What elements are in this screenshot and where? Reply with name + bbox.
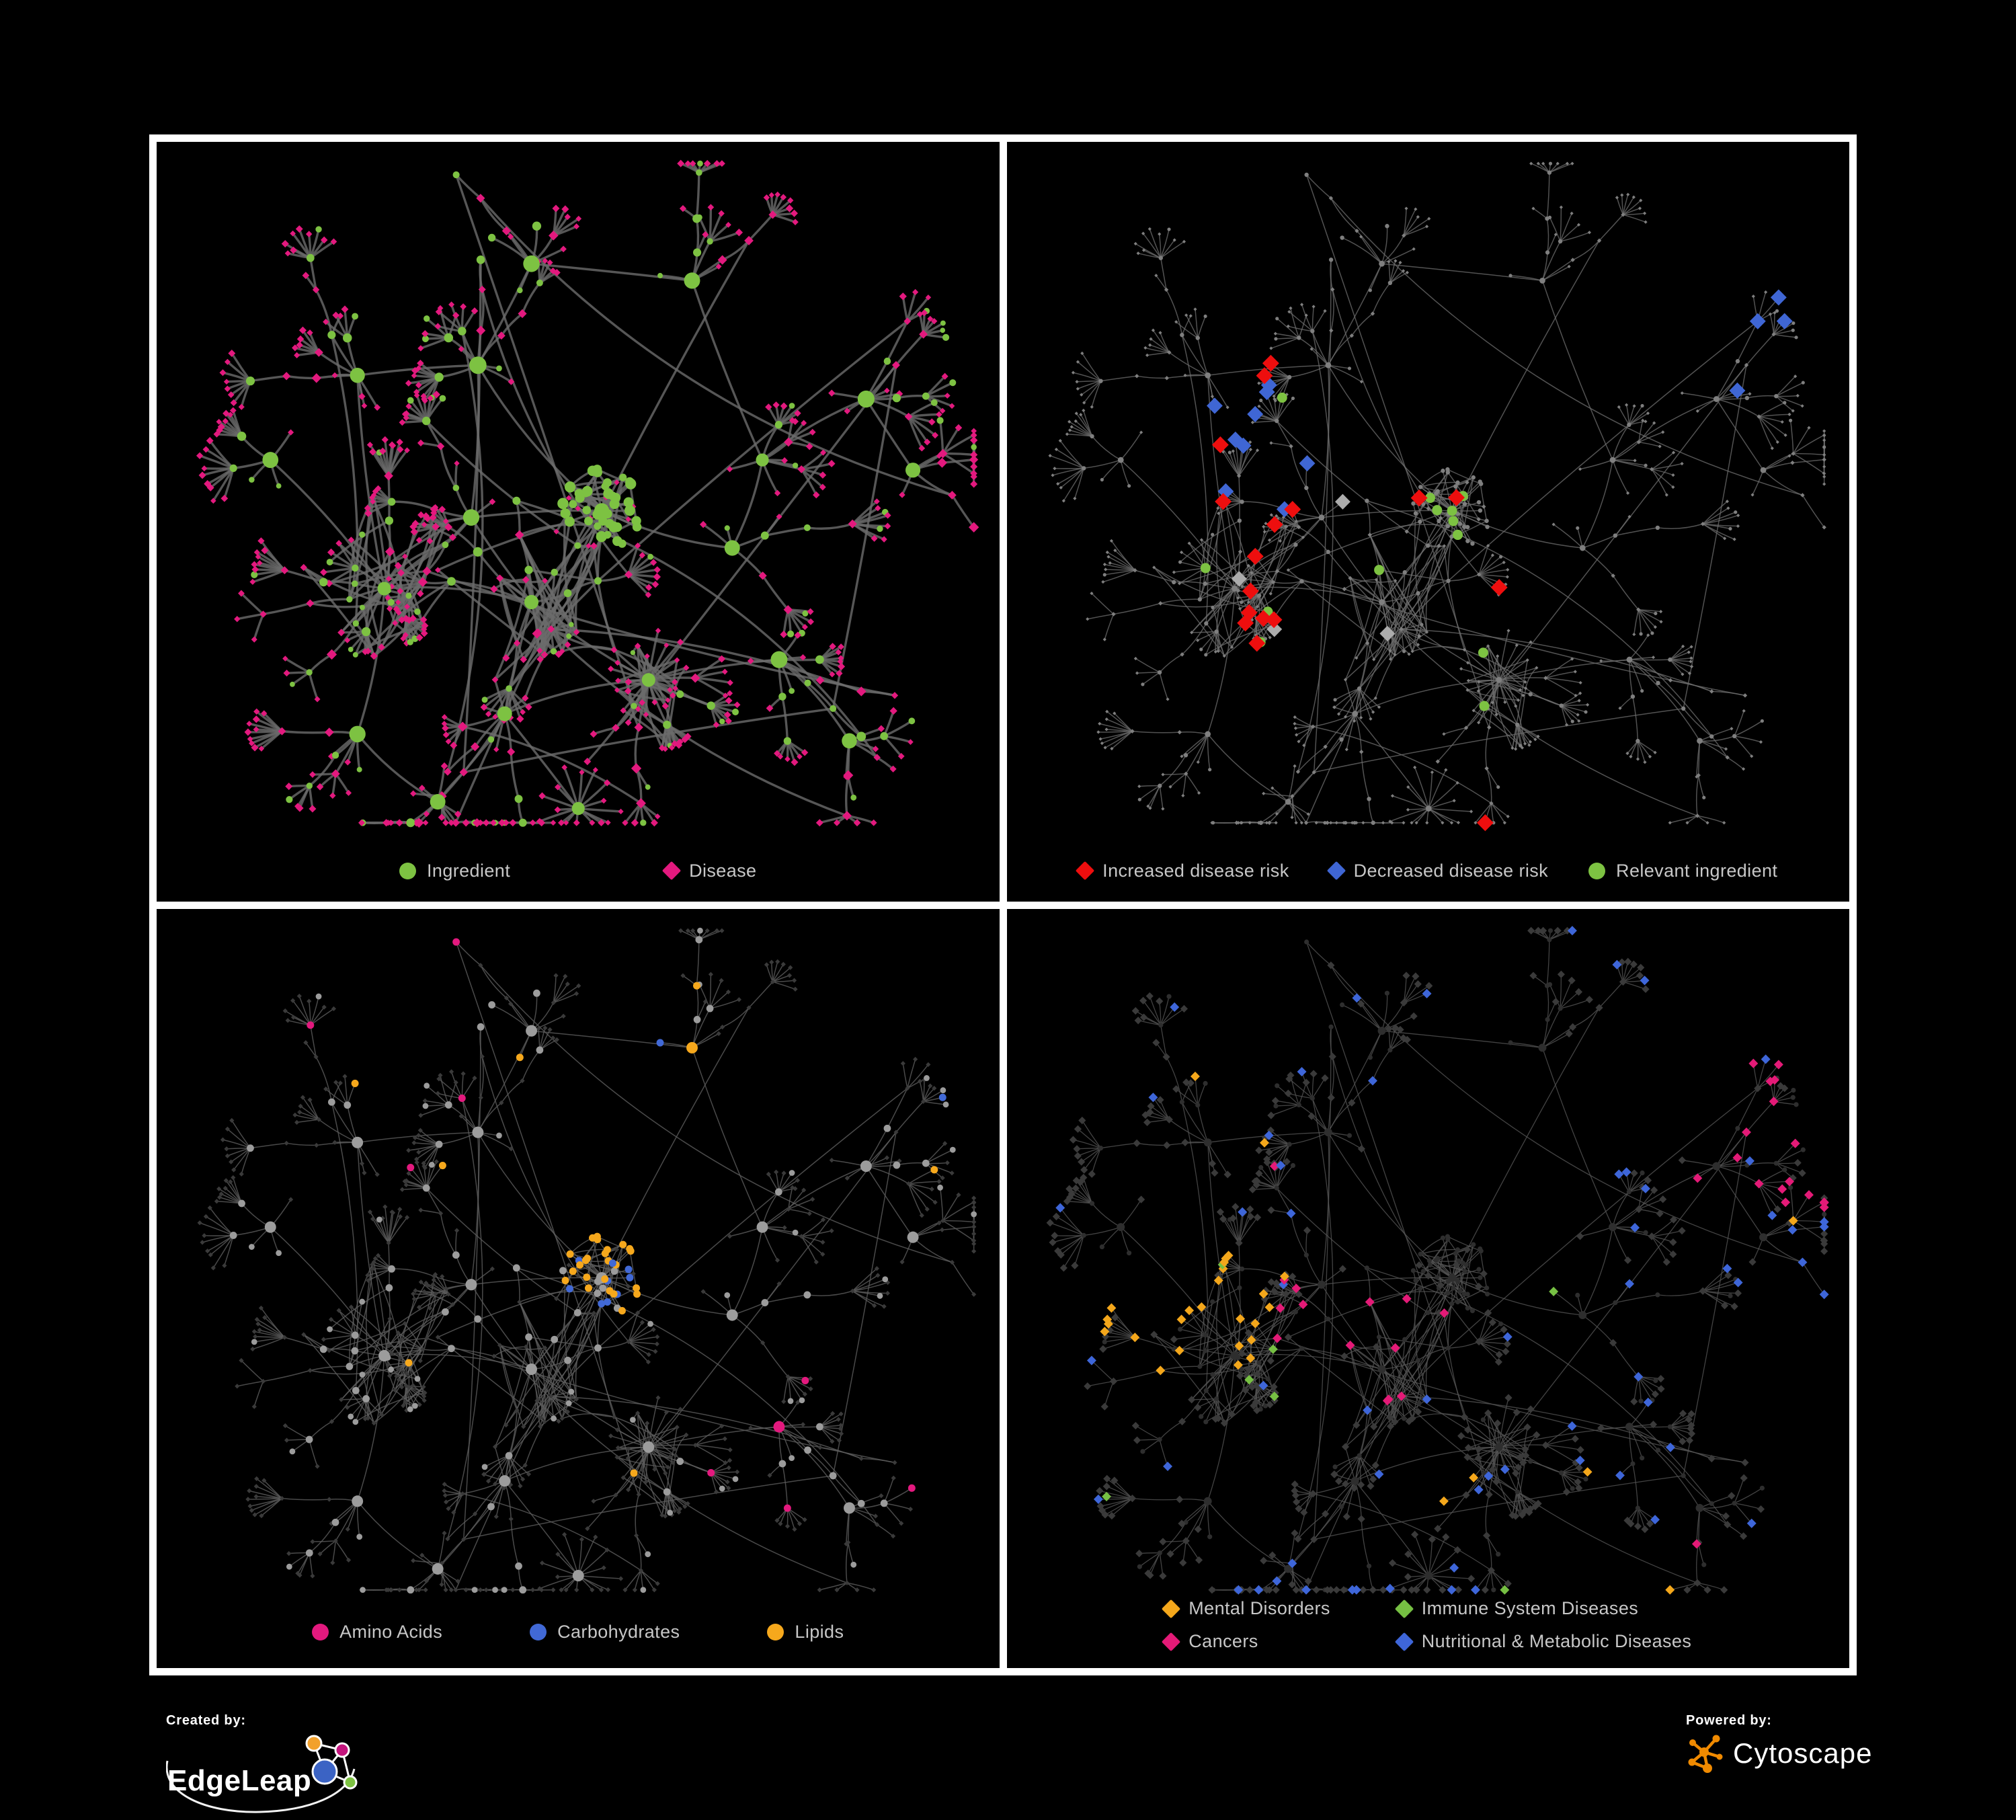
network-ingredient-classes (197, 927, 977, 1593)
legend-label: Carbohydrates (557, 1622, 680, 1642)
powered-by-block: Powered by: (1686, 1713, 1872, 1773)
legend-label: Increased disease risk (1102, 860, 1289, 881)
panel-disease-classes: Mental Disorders Cancers Immune System Dis… (1006, 908, 1850, 1668)
legend-item: Cancers (1162, 1631, 1258, 1652)
panel-ingredient-disease: Ingredient Disease (157, 142, 1000, 902)
diamond-swatch-icon (1326, 861, 1346, 881)
legend-ingredient-classes: Amino Acids Carbohydrates Lipids (157, 1622, 1000, 1643)
panel-disease-risk: Increased disease risk Decreased disease … (1006, 142, 1850, 902)
legend-label: Disease (689, 860, 757, 881)
circle-swatch-icon (767, 1624, 784, 1640)
circle-swatch-icon (399, 862, 417, 879)
legend-item: Disease (661, 860, 757, 881)
legend-item: Ingredient (399, 861, 510, 881)
diamond-swatch-icon (1394, 1632, 1414, 1651)
cytoscape-logo-icon (1688, 1735, 1723, 1773)
legend-item: Carbohydrates (530, 1622, 680, 1643)
legend-item: Mental Disorders (1162, 1598, 1330, 1619)
panel-ingredient-classes: Amino Acids Carbohydrates Lipids (157, 908, 1000, 1668)
circle-swatch-icon (312, 1624, 329, 1640)
legend-item: Relevant ingredient (1588, 861, 1777, 881)
legend-label: Relevant ingredient (1616, 860, 1778, 881)
circle-swatch-icon (1588, 862, 1606, 879)
diamond-swatch-icon (1162, 1599, 1181, 1618)
legend-label: Decreased disease risk (1353, 860, 1549, 881)
network-ingredient-disease (196, 159, 979, 828)
legend-label: Amino Acids (339, 1622, 443, 1642)
cytoscape-wordmark: Cytoscape (1733, 1737, 1873, 1769)
edgeleap-network-icon (305, 1735, 358, 1790)
legend-label: Ingredient (427, 860, 511, 881)
diamond-swatch-icon (1394, 1599, 1414, 1618)
legend-item: Increased disease risk (1076, 860, 1289, 881)
legend-item: Immune System Diseases (1394, 1598, 1639, 1619)
edgeleap-wordmark: EdgeLeap (167, 1764, 311, 1797)
created-by-block: Created by: EdgeLeap (165, 1713, 368, 1820)
edgeleap-logo: EdgeLeap (165, 1735, 358, 1813)
diamond-swatch-icon (1076, 861, 1095, 881)
edgeleap-swoosh-icon (165, 1760, 356, 1813)
powered-by-label: Powered by: (1686, 1713, 1772, 1728)
legend-item: Nutritional & Metabolic Diseases (1394, 1631, 1692, 1652)
diamond-swatch-icon (661, 861, 682, 881)
created-by-label: Created by: (166, 1713, 246, 1728)
circle-swatch-icon (530, 1624, 547, 1640)
legend-label: Mental Disorders (1188, 1598, 1330, 1618)
legend-item: Amino Acids (312, 1622, 442, 1643)
legend-item: Decreased disease risk (1326, 860, 1549, 881)
legend-label: Immune System Diseases (1421, 1598, 1639, 1618)
legend-label: Lipids (795, 1622, 844, 1642)
legend-disease-classes: Mental Disorders Cancers Immune System Dis… (1007, 1598, 1850, 1652)
legend-disease-risk: Increased disease risk Decreased disease … (1007, 861, 1850, 881)
legend-item: Lipids (767, 1622, 844, 1643)
network-disease-classes (1046, 925, 1829, 1595)
legend-ingredient-disease: Ingredient Disease (157, 861, 1000, 881)
four-panel-grid: Ingredient Disease Increased disease risk… (149, 134, 1857, 1675)
legend-label: Nutritional & Metabolic Diseases (1421, 1631, 1692, 1651)
network-disease-risk (1048, 161, 1826, 832)
legend-label: Cancers (1188, 1631, 1258, 1651)
diamond-swatch-icon (1162, 1632, 1181, 1651)
